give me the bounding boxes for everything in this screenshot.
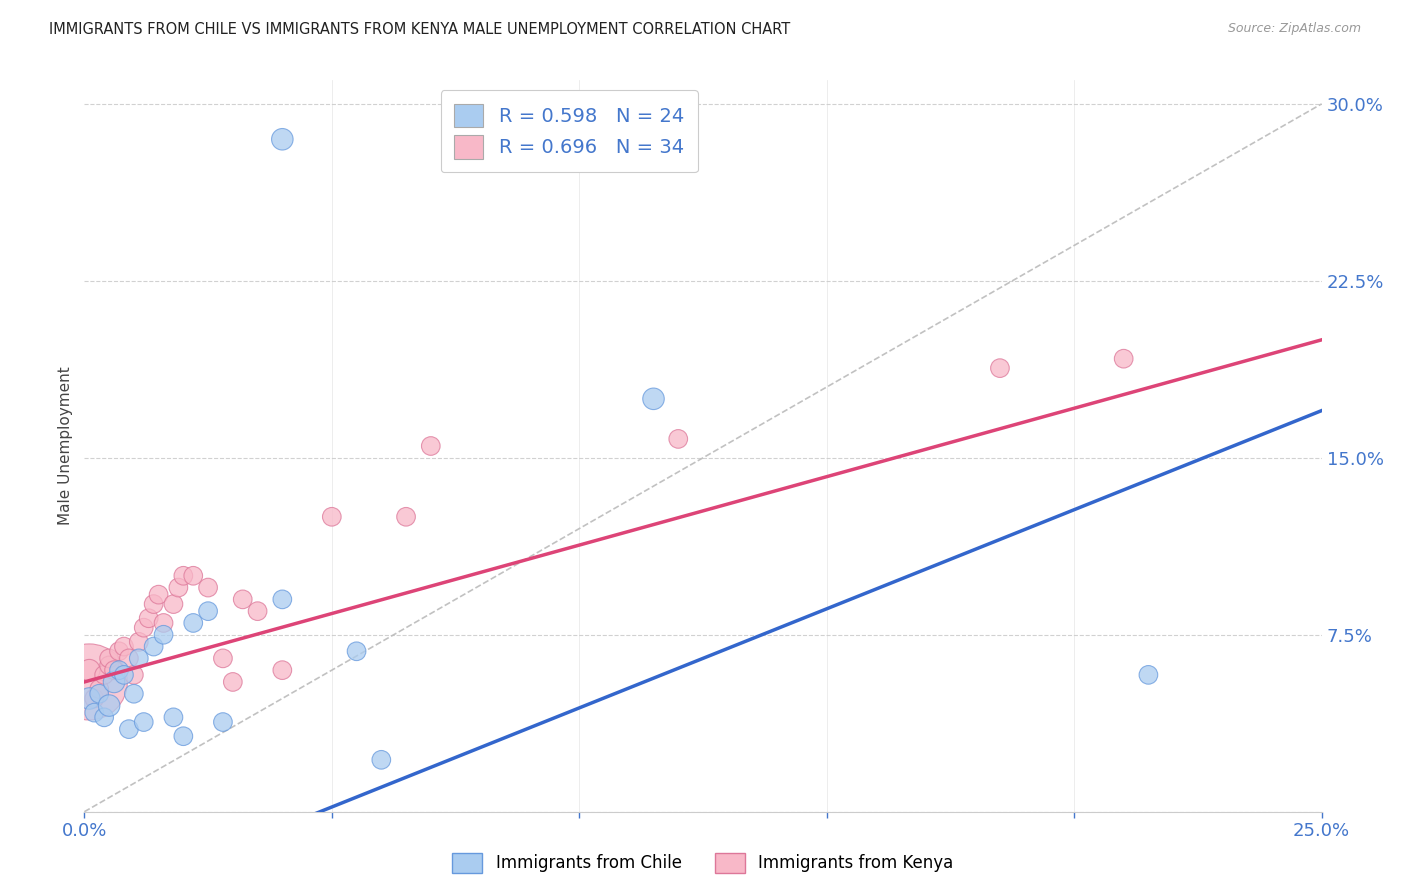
Point [370, 753, 392, 767]
Point [212, 714, 235, 729]
Point [181, 615, 204, 630]
Legend: R = 0.598   N = 24, R = 0.696   N = 34: R = 0.598 N = 24, R = 0.696 N = 34 [440, 90, 697, 172]
Point [172, 568, 194, 582]
Point [79, 691, 101, 706]
Point [79, 663, 101, 677]
Point [132, 714, 155, 729]
Point [83, 691, 105, 706]
Point [83, 706, 105, 720]
Point [128, 635, 150, 649]
Point [93, 668, 115, 682]
Point [89, 681, 111, 696]
Point [98, 651, 121, 665]
Point [222, 675, 245, 690]
Point [112, 640, 135, 654]
Point [98, 698, 121, 713]
Point [346, 644, 368, 658]
Point [118, 651, 141, 665]
Point [122, 668, 145, 682]
Point [152, 615, 174, 630]
Point [162, 710, 184, 724]
Point [148, 588, 170, 602]
Legend: Immigrants from Chile, Immigrants from Kenya: Immigrants from Chile, Immigrants from K… [446, 847, 960, 880]
Point [152, 628, 174, 642]
Point [108, 644, 131, 658]
Point [395, 509, 418, 524]
Text: IMMIGRANTS FROM CHILE VS IMMIGRANTS FROM KENYA MALE UNEMPLOYMENT CORRELATION CHA: IMMIGRANTS FROM CHILE VS IMMIGRANTS FROM… [49, 22, 790, 37]
Point [128, 651, 150, 665]
Text: Source: ZipAtlas.com: Source: ZipAtlas.com [1227, 22, 1361, 36]
Point [271, 132, 294, 146]
Point [271, 663, 294, 677]
Point [172, 729, 194, 743]
Point [643, 392, 665, 406]
Point [232, 592, 254, 607]
Point [246, 604, 269, 618]
Y-axis label: Male Unemployment: Male Unemployment [58, 367, 73, 525]
Point [108, 663, 131, 677]
Point [212, 651, 235, 665]
Point [132, 621, 155, 635]
Point [419, 439, 441, 453]
Point [138, 611, 160, 625]
Point [1137, 668, 1160, 682]
Point [93, 710, 115, 724]
Point [988, 361, 1011, 376]
Point [197, 581, 219, 595]
Point [197, 604, 219, 618]
Point [1112, 351, 1135, 366]
Point [321, 509, 343, 524]
Point [142, 597, 165, 611]
Point [162, 597, 184, 611]
Point [103, 663, 125, 677]
Point [89, 687, 111, 701]
Point [666, 432, 689, 446]
Point [142, 640, 165, 654]
Point [103, 675, 125, 690]
Point [167, 581, 190, 595]
Point [79, 675, 101, 690]
Point [181, 568, 204, 582]
Point [122, 687, 145, 701]
Point [271, 592, 294, 607]
Point [98, 658, 121, 673]
Point [118, 722, 141, 736]
Point [112, 668, 135, 682]
